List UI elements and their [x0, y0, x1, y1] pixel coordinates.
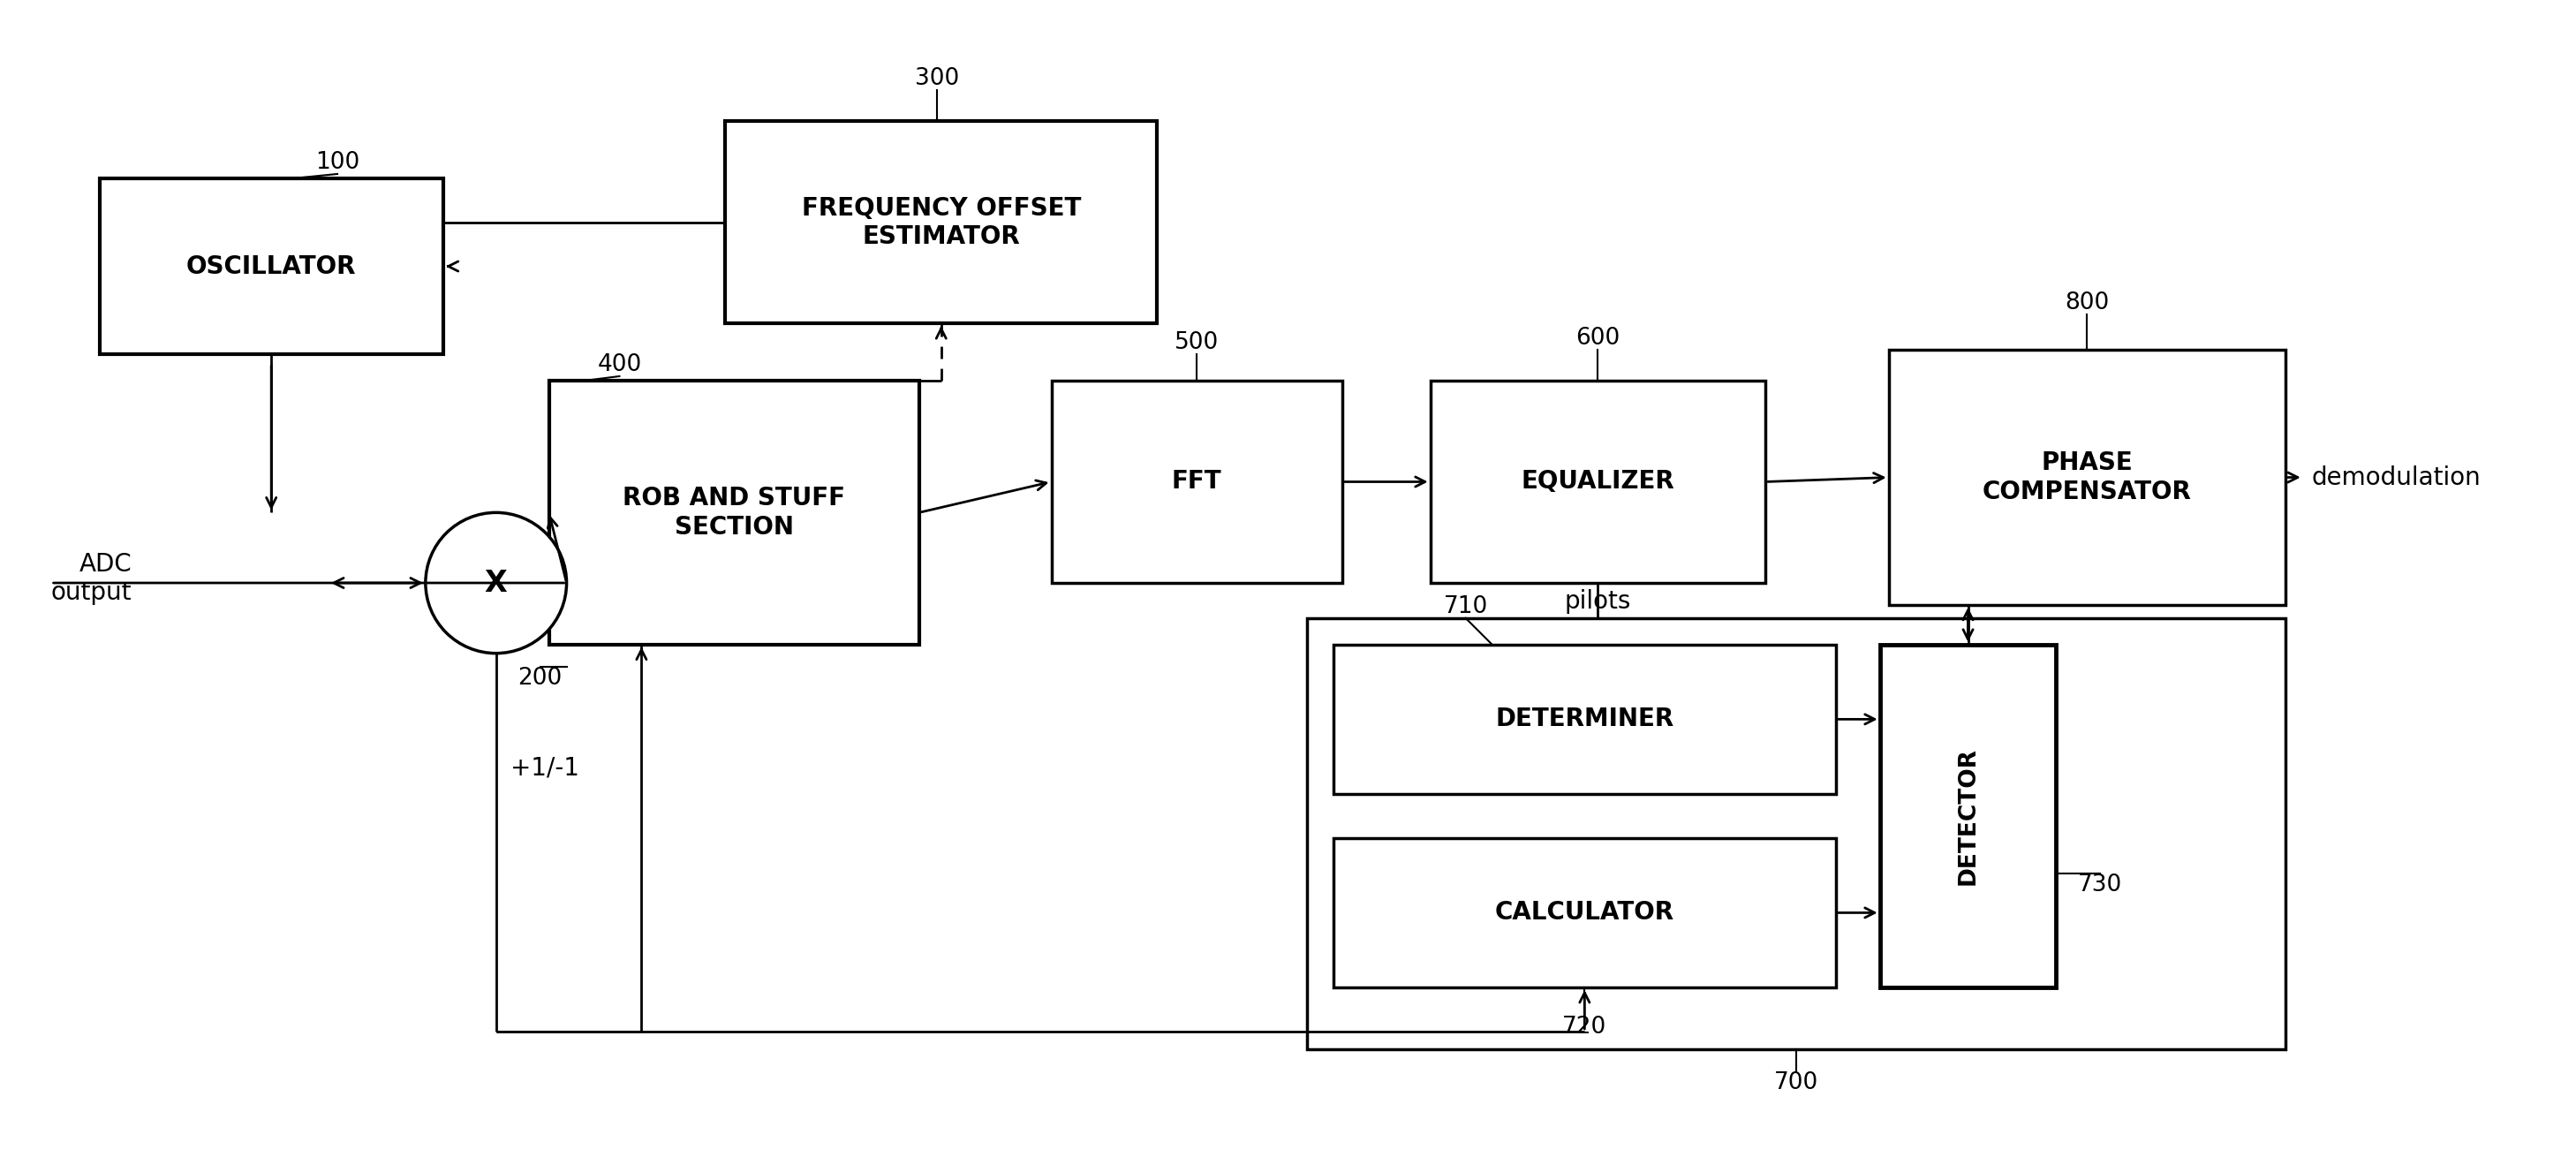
- Text: 730: 730: [2079, 873, 2123, 897]
- Bar: [1306, 618, 2285, 1049]
- Text: ADC
output: ADC output: [52, 552, 131, 605]
- Text: PHASE
COMPENSATOR: PHASE COMPENSATOR: [1984, 451, 2192, 504]
- Bar: [1334, 838, 1837, 988]
- Bar: [549, 381, 920, 645]
- Text: DETERMINER: DETERMINER: [1494, 707, 1674, 731]
- Bar: [1880, 645, 2056, 988]
- Text: FREQUENCY OFFSET
ESTIMATOR: FREQUENCY OFFSET ESTIMATOR: [801, 196, 1082, 248]
- Bar: [1430, 381, 1765, 582]
- Text: 100: 100: [314, 151, 361, 173]
- Text: 800: 800: [2066, 292, 2110, 314]
- Bar: [100, 178, 443, 354]
- Text: 200: 200: [518, 667, 562, 689]
- Text: DETECTOR: DETECTOR: [1958, 747, 1978, 885]
- Text: 710: 710: [1443, 595, 1489, 618]
- Bar: [1051, 381, 1342, 582]
- Text: 600: 600: [1577, 327, 1620, 350]
- Text: FFT: FFT: [1172, 470, 1221, 495]
- Bar: [1334, 645, 1837, 793]
- Bar: [726, 121, 1157, 323]
- Text: OSCILLATOR: OSCILLATOR: [185, 254, 355, 279]
- Text: +1/-1: +1/-1: [510, 755, 580, 781]
- Text: 720: 720: [1564, 1016, 1607, 1038]
- Text: 400: 400: [598, 353, 641, 376]
- Text: ROB AND STUFF
SECTION: ROB AND STUFF SECTION: [623, 486, 845, 539]
- Text: X: X: [484, 568, 507, 598]
- Text: 500: 500: [1175, 332, 1218, 354]
- Text: pilots: pilots: [1564, 590, 1631, 614]
- Bar: [1888, 350, 2285, 605]
- Text: CALCULATOR: CALCULATOR: [1494, 900, 1674, 925]
- Text: 300: 300: [914, 68, 958, 90]
- Text: demodulation: demodulation: [2311, 465, 2481, 490]
- Ellipse shape: [425, 512, 567, 653]
- Text: EQUALIZER: EQUALIZER: [1520, 470, 1674, 495]
- Text: 700: 700: [1775, 1071, 1819, 1093]
